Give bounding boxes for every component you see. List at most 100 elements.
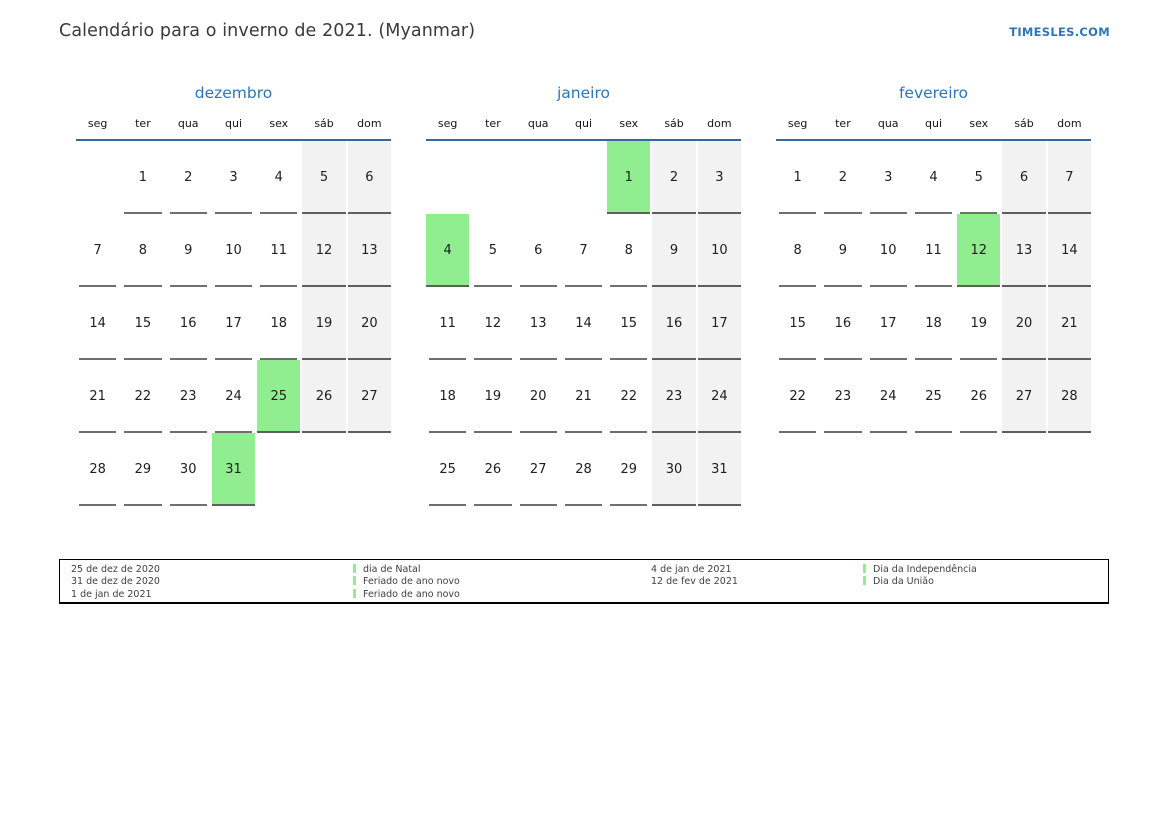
day-cell: 28: [562, 433, 605, 506]
legend-dates-col: 4 de jan de 2021 12 de fev de 2021: [651, 564, 738, 589]
empty-cell: [471, 141, 514, 214]
weekday-label: sex: [619, 117, 639, 130]
day-cell: 9: [821, 214, 864, 287]
day-cell: 27: [517, 433, 560, 506]
day-cell: 8: [607, 214, 650, 287]
day-cell: 22: [776, 360, 819, 433]
weekday-row: seg ter qua qui sex sáb dom: [76, 117, 391, 141]
empty-cell: [562, 141, 605, 214]
day-cell: 15: [607, 287, 650, 360]
month-title: fevereiro: [898, 84, 969, 102]
empty-cell: [348, 433, 391, 506]
day-cell: 4: [912, 141, 955, 214]
day-cell: 21: [1047, 287, 1092, 360]
day-cell: 6: [517, 214, 560, 287]
day-cell: 2: [652, 141, 696, 214]
day-cell: 14: [562, 287, 605, 360]
legend-dates-col: 25 de dez de 2020 31 de dez de 2020 1 de j…: [71, 564, 160, 601]
weekday-label: seg: [87, 117, 108, 130]
day-cell: 15: [121, 287, 164, 360]
holiday-marker: [353, 576, 356, 586]
weekday-label: qui: [574, 117, 592, 130]
day-cell: 9: [652, 214, 696, 287]
day-cell: 25: [426, 433, 469, 506]
legend-holiday-label: Dia da União: [873, 576, 934, 588]
day-cell: 6: [1002, 141, 1046, 214]
weekday-label: qua: [877, 117, 899, 130]
weekday-label: dom: [1057, 117, 1082, 130]
month-title: dezembro: [194, 84, 273, 102]
day-cell: 21: [76, 360, 119, 433]
day-cell: 25: [257, 360, 301, 433]
day-cell: 7: [76, 214, 119, 287]
empty-cell: [426, 141, 469, 214]
empty-cell: [517, 141, 560, 214]
day-cell: 20: [517, 360, 560, 433]
day-cell: 19: [471, 360, 514, 433]
weekday-label: sex: [969, 117, 989, 130]
holiday-marker: [863, 576, 866, 586]
weekday-label: sáb: [1014, 117, 1034, 130]
day-cell: 17: [867, 287, 910, 360]
legend-date: 25 de dez de 2020: [71, 564, 160, 575]
day-cell: 21: [562, 360, 605, 433]
day-cell: 22: [607, 360, 650, 433]
day-cell: 16: [821, 287, 864, 360]
month-title: janeiro: [557, 84, 610, 102]
day-cell: 28: [1047, 360, 1092, 433]
day-cell: 31: [697, 433, 742, 506]
weekday-label: qui: [224, 117, 242, 130]
calendar-dezembro: dezembro seg ter qua qui sex sáb dom 1 2 3 4 5 6 7 8 9 10…: [76, 84, 392, 506]
legend-holiday-label: Feriado de ano novo: [363, 588, 460, 600]
day-cell: 24: [212, 360, 255, 433]
day-cell: 19: [957, 287, 1000, 360]
calendars: dezembro seg ter qua qui sex sáb dom 1 2 3 4 5 6 7 8 9 10…: [76, 84, 1092, 506]
weekday-label: seg: [787, 117, 808, 130]
weekday-label: sáb: [314, 117, 334, 130]
weekday-label: ter: [135, 117, 151, 130]
weekday-label: sáb: [664, 117, 684, 130]
legend-holiday-label: dia de Natal: [363, 564, 421, 575]
day-cell: 2: [821, 141, 864, 214]
day-cell: 13: [347, 214, 392, 287]
day-cell: 5: [471, 214, 514, 287]
day-cell: 15: [776, 287, 819, 360]
day-cell: 14: [76, 287, 119, 360]
day-cell: 13: [517, 287, 560, 360]
calendar-janeiro: janeiro seg ter qua qui sex sáb dom 1 2 3 4 5 6 7 8 9 10 1…: [426, 84, 742, 506]
weekday-label: ter: [485, 117, 501, 130]
holiday-marker: [353, 588, 356, 598]
empty-cell: [76, 141, 119, 214]
day-cell: 18: [426, 360, 469, 433]
day-cell: 23: [821, 360, 864, 433]
day-cell: 7: [562, 214, 605, 287]
day-cell: 7: [1047, 141, 1092, 214]
legend-holiday: Feriado de ano novo: [353, 588, 460, 601]
day-cell: 29: [121, 433, 164, 506]
day-cell: 10: [697, 214, 742, 287]
site-link[interactable]: TIMESLES.COM: [1009, 25, 1110, 39]
day-cell: 17: [212, 287, 255, 360]
day-cell: 8: [121, 214, 164, 287]
holiday-marker: [353, 564, 356, 573]
day-cell: 24: [867, 360, 910, 433]
day-cell: 3: [867, 141, 910, 214]
day-cell: 29: [607, 433, 650, 506]
day-cell: 23: [652, 360, 696, 433]
day-cell: 14: [1047, 214, 1092, 287]
day-cell: 16: [652, 287, 696, 360]
weekday-label: qua: [527, 117, 549, 130]
weekday-row: seg ter qua qui sex sáb dom: [426, 117, 741, 141]
day-cell: 17: [697, 287, 742, 360]
weekday-label: dom: [357, 117, 382, 130]
day-cell: 13: [1002, 214, 1046, 287]
month-grid: 1 2 3 4 5 6 7 8 9 10 11 12 13 14 15 16 17 18 19 20 21 22 23 24 2…: [776, 141, 1092, 433]
day-cell: 30: [652, 433, 696, 506]
weekday-row: seg ter qua qui sex sáb dom: [776, 117, 1091, 141]
day-cell: 6: [347, 141, 392, 214]
day-cell: 26: [957, 360, 1000, 433]
day-cell: 20: [347, 287, 392, 360]
weekday-label: sex: [269, 117, 289, 130]
day-cell: 18: [257, 287, 300, 360]
day-cell: 3: [212, 141, 255, 214]
